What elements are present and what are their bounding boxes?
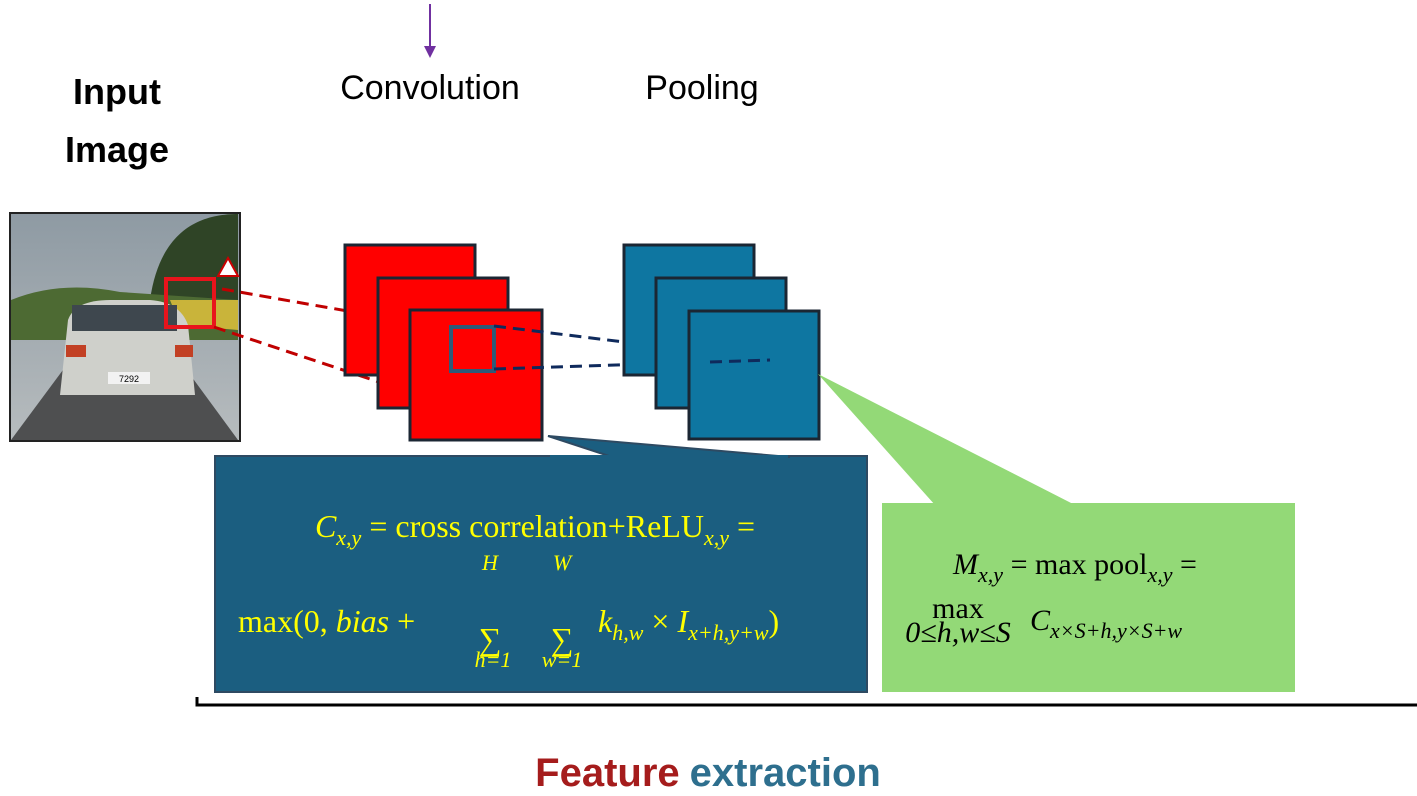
input-label: Image: [65, 129, 169, 170]
math-sub: x,y: [335, 525, 361, 550]
pooled-map: [689, 311, 819, 439]
math-text: ): [769, 603, 780, 639]
arrow-head: [424, 46, 436, 58]
math-text: =: [1173, 548, 1197, 581]
math-text: +: [389, 603, 415, 639]
math-sub: x+h,y+w: [687, 620, 769, 645]
math-text: max(0,: [238, 603, 336, 639]
footer-word: extraction: [690, 751, 881, 795]
math-sub: x,y: [703, 525, 729, 550]
math-sub: x×S+h,y×S+w: [1049, 618, 1182, 643]
math-sub: 0≤h,w≤S: [905, 616, 1010, 649]
math-text: =: [729, 508, 755, 544]
input-image: 7292: [10, 213, 240, 441]
math-sub: h,w: [612, 620, 644, 645]
math-symbol: C: [1030, 604, 1051, 637]
plate-text: 7292: [119, 374, 139, 384]
input-label: Input: [73, 71, 161, 112]
stage-label: Convolution: [340, 69, 520, 107]
math-text: = max pool: [1003, 548, 1147, 581]
sum-upper: W: [553, 550, 573, 575]
math-symbol: k: [598, 603, 613, 639]
math-sub: x,y: [1146, 562, 1172, 587]
conv-formula-line: Cx,y = cross correlation+ReLUx,y =: [315, 508, 755, 550]
sum-lower: w=1: [542, 647, 583, 672]
callout-joint: [550, 455, 788, 459]
math-symbol: bias: [336, 603, 389, 639]
stage-label: Pooling: [645, 69, 758, 107]
diagram: Input Image Convolution Pooling 7292 Cx,…: [0, 0, 1417, 796]
math-text: = cross correlation+ReLU: [361, 508, 704, 544]
sum-lower: h=1: [475, 647, 512, 672]
math-sub: x,y: [977, 562, 1003, 587]
bracket: [197, 697, 1417, 705]
footer-word: Feature: [535, 751, 680, 795]
math-text: ×: [643, 603, 677, 639]
conv-formula-line: max(0, bias +: [238, 603, 415, 639]
math-symbol: C: [315, 508, 337, 544]
sum-upper: H: [481, 550, 499, 575]
math-symbol: M: [952, 548, 980, 581]
